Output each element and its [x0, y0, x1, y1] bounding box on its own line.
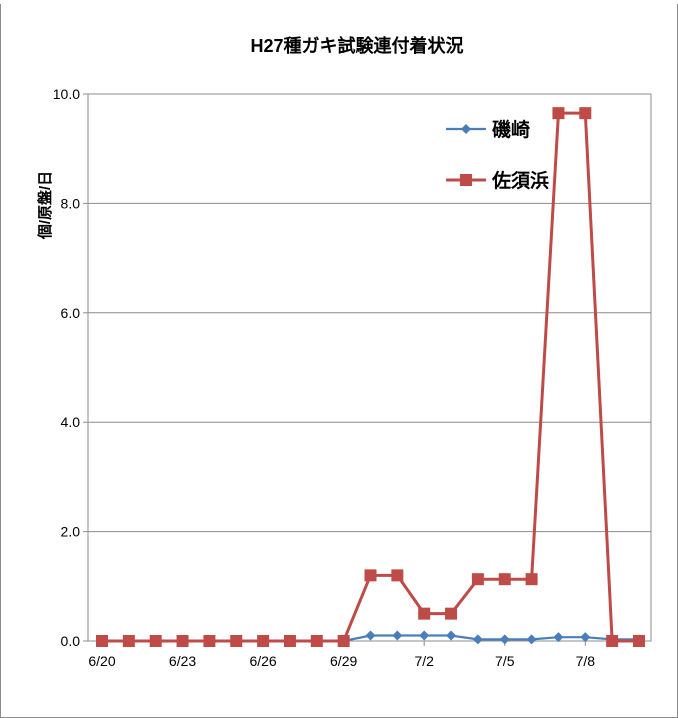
legend-label: 磯崎 [492, 118, 530, 141]
x-tick-label: 6/29 [330, 653, 357, 669]
data-point [499, 634, 510, 645]
data-point [365, 630, 376, 641]
data-point [149, 635, 162, 647]
y-tick-label: 4.0 [61, 414, 81, 430]
plot-area-border [87, 93, 652, 642]
data-point [283, 635, 296, 647]
data-point [526, 634, 537, 645]
data-point [606, 635, 619, 647]
chart-title: H27種ガキ試験連付着状況 [250, 35, 463, 56]
data-point [230, 635, 243, 647]
legend-marker [460, 174, 472, 186]
x-tick-label: 6/26 [249, 653, 276, 669]
gridlines [88, 93, 651, 642]
legend-marker [461, 124, 471, 134]
data-point [203, 635, 216, 647]
data-point [122, 635, 135, 647]
frame-top-gap [0, 0, 678, 4]
data-point [580, 632, 591, 643]
data-point [552, 107, 565, 120]
y-axis-ticks: 0.0 2.0 4.0 6.0 8.0 10.0 [53, 86, 88, 649]
legend-label: 佐須浜 [491, 169, 549, 192]
data-point [498, 573, 511, 586]
y-tick-label: 10.0 [53, 86, 80, 102]
data-point [176, 635, 189, 647]
series-sasuhama [96, 107, 645, 647]
legend-item: 磯崎 [446, 118, 530, 141]
y-tick-label: 2.0 [61, 524, 81, 540]
data-point [472, 634, 483, 645]
y-tick-label: 8.0 [61, 195, 81, 211]
data-point [579, 107, 592, 120]
series-layer [96, 107, 645, 647]
data-point [419, 630, 430, 641]
y-tick-label: 6.0 [61, 305, 81, 321]
x-tick-label: 6/20 [88, 653, 115, 669]
data-point [446, 630, 457, 641]
data-point [391, 569, 404, 582]
data-point [525, 573, 538, 586]
data-point [633, 635, 645, 647]
series-line [102, 111, 639, 643]
legend-item: 佐須浜 [446, 169, 549, 192]
data-point [471, 573, 484, 586]
data-point [96, 635, 108, 647]
y-tick-label: 0.0 [61, 633, 81, 649]
y-axis-label: 個/原盤/日 [36, 171, 54, 240]
data-point [392, 630, 403, 641]
data-point [418, 607, 431, 620]
x-tick-label: 7/2 [414, 653, 434, 669]
data-point [445, 607, 458, 620]
x-tick-label: 7/8 [576, 653, 596, 669]
data-point [257, 635, 270, 647]
data-point [310, 635, 323, 647]
x-tick-label: 6/23 [169, 653, 196, 669]
data-point [553, 632, 564, 643]
data-point [364, 569, 377, 582]
x-tick-label: 7/5 [495, 653, 515, 669]
data-point [337, 635, 350, 647]
